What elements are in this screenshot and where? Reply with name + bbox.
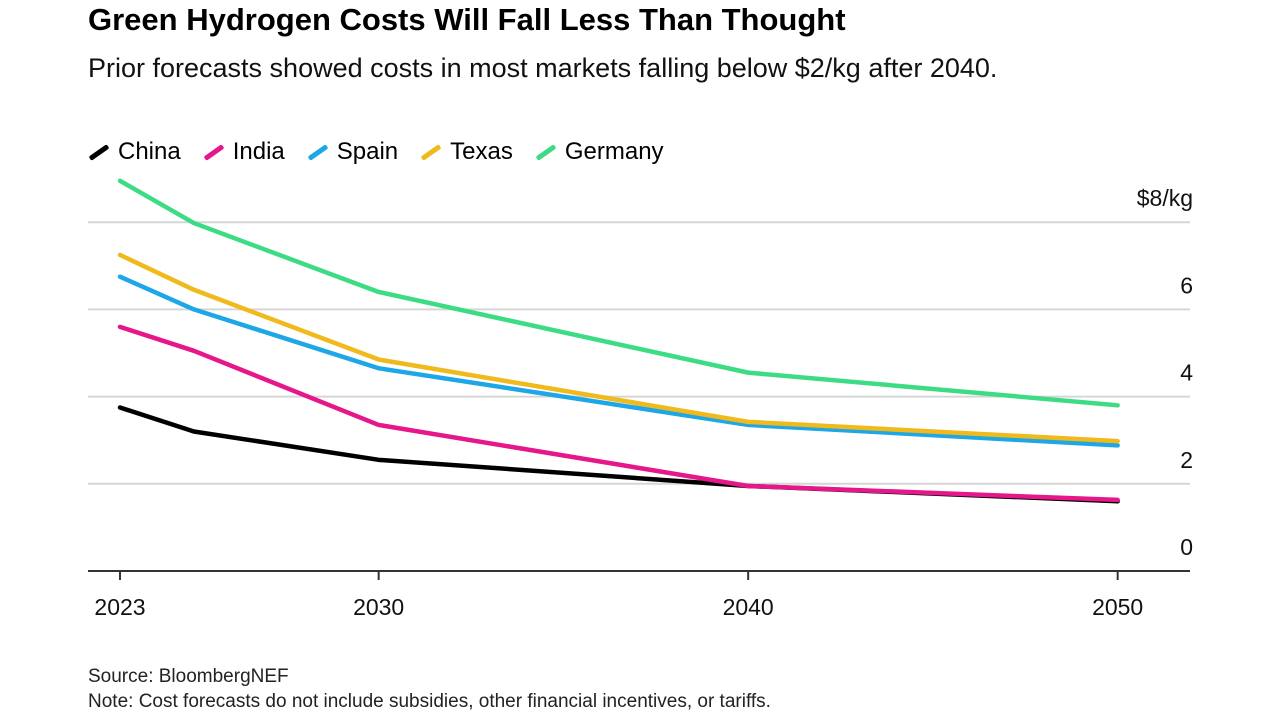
y-tick-label: $8/kg <box>1137 185 1193 211</box>
y-tick-label: 2 <box>1180 447 1193 473</box>
x-tick-label: 2023 <box>94 594 145 620</box>
series-line-china <box>117 405 1120 504</box>
legend-item-india: India <box>203 138 285 166</box>
x-tick-label: 2030 <box>353 594 404 620</box>
legend-label: India <box>232 138 285 165</box>
legend-label: Germany <box>564 138 664 165</box>
legend-label: Spain <box>336 138 399 165</box>
legend-label: Texas <box>450 138 513 165</box>
series-line-germany <box>117 178 1120 408</box>
series-line-spain <box>117 274 1120 448</box>
y-tick-label: 4 <box>1180 360 1193 386</box>
series-line-india <box>117 324 1120 503</box>
y-tick-label: 0 <box>1180 534 1193 560</box>
source-note: Source: BloombergNEF <box>88 666 289 687</box>
disclaimer-note: Note: Cost forecasts do not include subs… <box>88 691 771 712</box>
x-tick-label: 2040 <box>723 594 774 620</box>
x-tick-label: 2050 <box>1092 594 1143 620</box>
legend: China India Spain Texas Germany <box>88 138 664 166</box>
footer: Source: BloombergNEF Note: Cost forecast… <box>88 664 771 714</box>
y-tick-label: 6 <box>1180 272 1193 298</box>
legend-item-germany: Germany <box>535 138 664 166</box>
legend-item-texas: Texas <box>420 138 513 166</box>
chart-subtitle: Prior forecasts showed costs in most mar… <box>88 53 998 83</box>
chart-title: Green Hydrogen Costs Will Fall Less Than… <box>88 2 846 37</box>
series-line-texas <box>117 252 1120 444</box>
legend-label: China <box>118 138 181 165</box>
legend-item-china: China <box>88 138 181 166</box>
legend-item-spain: Spain <box>307 138 398 166</box>
